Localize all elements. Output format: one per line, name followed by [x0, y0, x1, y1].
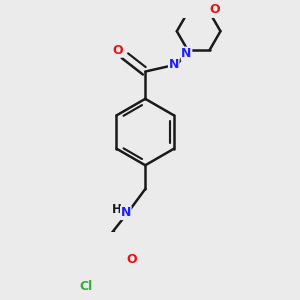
Text: O: O: [126, 253, 137, 266]
Text: N: N: [121, 206, 131, 219]
Text: N: N: [181, 47, 192, 60]
Text: N: N: [169, 58, 179, 71]
Text: H: H: [112, 203, 122, 216]
Text: O: O: [209, 4, 220, 16]
Text: Cl: Cl: [79, 280, 93, 293]
Text: O: O: [112, 44, 123, 57]
